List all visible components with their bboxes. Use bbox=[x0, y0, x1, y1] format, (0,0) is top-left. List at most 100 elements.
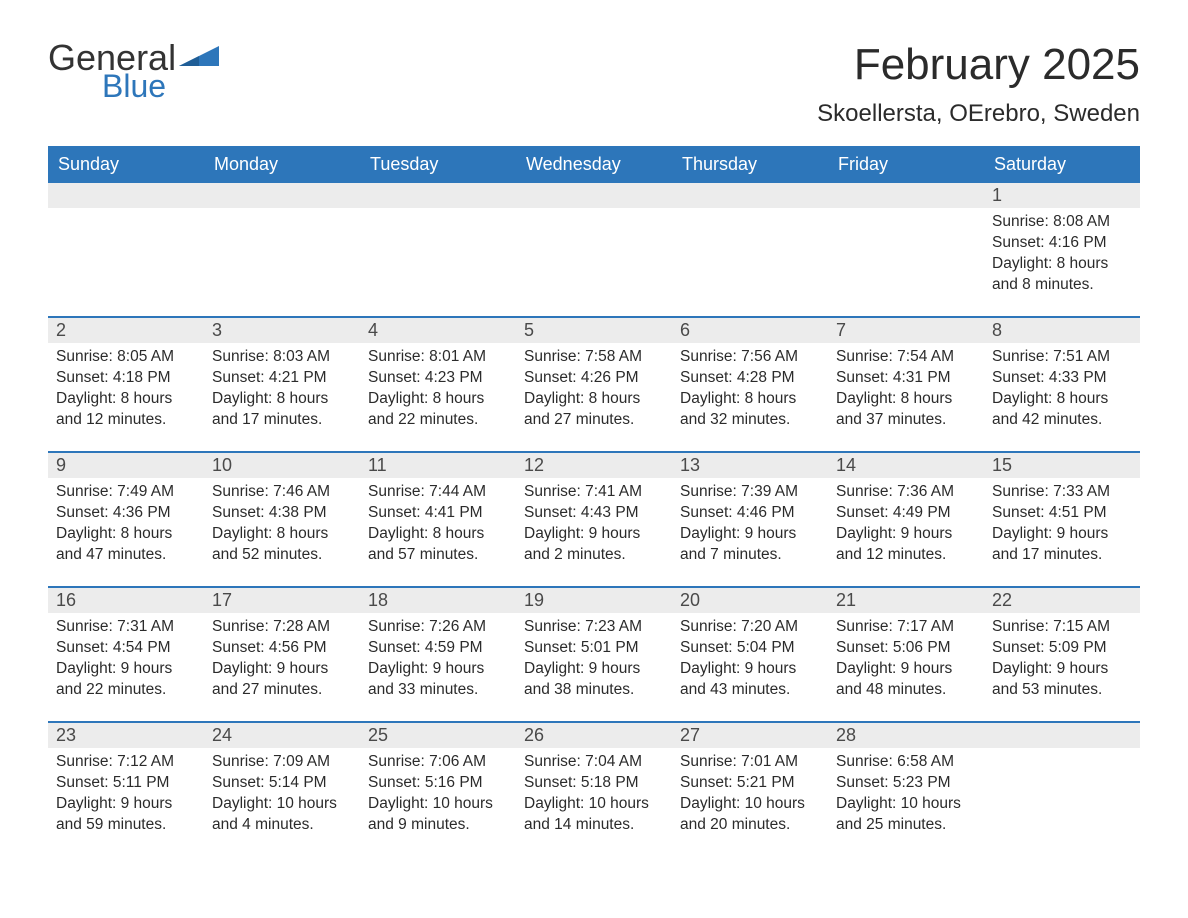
day-cell: Sunrise: 7:58 AMSunset: 4:26 PMDaylight:… bbox=[516, 343, 672, 437]
weekday-header: Tuesday bbox=[360, 146, 516, 183]
daylight-line: Daylight: 10 hours and 4 minutes. bbox=[212, 794, 352, 836]
daylight-line: Daylight: 9 hours and 48 minutes. bbox=[836, 659, 976, 701]
calendar: SundayMondayTuesdayWednesdayThursdayFrid… bbox=[48, 146, 1140, 856]
day-number bbox=[516, 183, 672, 208]
weekday-header: Wednesday bbox=[516, 146, 672, 183]
day-body-row: Sunrise: 7:31 AMSunset: 4:54 PMDaylight:… bbox=[48, 613, 1140, 721]
sunrise-line: Sunrise: 7:20 AM bbox=[680, 617, 820, 638]
sunset-line: Sunset: 4:16 PM bbox=[992, 233, 1132, 254]
sunrise-line: Sunrise: 7:33 AM bbox=[992, 482, 1132, 503]
day-number: 9 bbox=[48, 453, 204, 478]
day-cell: Sunrise: 7:15 AMSunset: 5:09 PMDaylight:… bbox=[984, 613, 1140, 707]
day-cell: Sunrise: 7:54 AMSunset: 4:31 PMDaylight:… bbox=[828, 343, 984, 437]
sunset-line: Sunset: 5:16 PM bbox=[368, 773, 508, 794]
day-number: 15 bbox=[984, 453, 1140, 478]
day-number: 17 bbox=[204, 588, 360, 613]
day-cell: Sunrise: 7:04 AMSunset: 5:18 PMDaylight:… bbox=[516, 748, 672, 842]
day-body-row: Sunrise: 7:12 AMSunset: 5:11 PMDaylight:… bbox=[48, 748, 1140, 856]
day-number bbox=[48, 183, 204, 208]
daylight-line: Daylight: 9 hours and 2 minutes. bbox=[524, 524, 664, 566]
calendar-week: 1Sunrise: 8:08 AMSunset: 4:16 PMDaylight… bbox=[48, 183, 1140, 316]
day-cell: Sunrise: 8:03 AMSunset: 4:21 PMDaylight:… bbox=[204, 343, 360, 437]
calendar-week: 16171819202122Sunrise: 7:31 AMSunset: 4:… bbox=[48, 586, 1140, 721]
day-body-row: Sunrise: 8:05 AMSunset: 4:18 PMDaylight:… bbox=[48, 343, 1140, 451]
day-cell bbox=[48, 208, 204, 302]
sunrise-line: Sunrise: 7:17 AM bbox=[836, 617, 976, 638]
day-number: 16 bbox=[48, 588, 204, 613]
day-body-row: Sunrise: 8:08 AMSunset: 4:16 PMDaylight:… bbox=[48, 208, 1140, 316]
sunrise-line: Sunrise: 7:58 AM bbox=[524, 347, 664, 368]
daylight-line: Daylight: 9 hours and 53 minutes. bbox=[992, 659, 1132, 701]
day-cell: Sunrise: 7:09 AMSunset: 5:14 PMDaylight:… bbox=[204, 748, 360, 842]
daylight-line: Daylight: 8 hours and 57 minutes. bbox=[368, 524, 508, 566]
sunset-line: Sunset: 4:33 PM bbox=[992, 368, 1132, 389]
day-cell: Sunrise: 7:12 AMSunset: 5:11 PMDaylight:… bbox=[48, 748, 204, 842]
daylight-line: Daylight: 8 hours and 37 minutes. bbox=[836, 389, 976, 431]
day-cell: Sunrise: 7:33 AMSunset: 4:51 PMDaylight:… bbox=[984, 478, 1140, 572]
day-number: 24 bbox=[204, 723, 360, 748]
sunrise-line: Sunrise: 7:41 AM bbox=[524, 482, 664, 503]
day-cell: Sunrise: 7:36 AMSunset: 4:49 PMDaylight:… bbox=[828, 478, 984, 572]
location-subtitle: Skoellersta, OErebro, Sweden bbox=[817, 100, 1140, 128]
day-cell: Sunrise: 7:20 AMSunset: 5:04 PMDaylight:… bbox=[672, 613, 828, 707]
weekday-header-row: SundayMondayTuesdayWednesdayThursdayFrid… bbox=[48, 146, 1140, 183]
daylight-line: Daylight: 8 hours and 17 minutes. bbox=[212, 389, 352, 431]
sunrise-line: Sunrise: 7:28 AM bbox=[212, 617, 352, 638]
sunrise-line: Sunrise: 7:26 AM bbox=[368, 617, 508, 638]
sunset-line: Sunset: 4:23 PM bbox=[368, 368, 508, 389]
day-number: 28 bbox=[828, 723, 984, 748]
day-cell: Sunrise: 7:46 AMSunset: 4:38 PMDaylight:… bbox=[204, 478, 360, 572]
day-number: 12 bbox=[516, 453, 672, 478]
day-number-row: 16171819202122 bbox=[48, 588, 1140, 613]
day-cell: Sunrise: 7:44 AMSunset: 4:41 PMDaylight:… bbox=[360, 478, 516, 572]
daylight-line: Daylight: 9 hours and 7 minutes. bbox=[680, 524, 820, 566]
sunset-line: Sunset: 5:04 PM bbox=[680, 638, 820, 659]
day-number-row: 1 bbox=[48, 183, 1140, 208]
day-number-row: 9101112131415 bbox=[48, 453, 1140, 478]
day-number bbox=[360, 183, 516, 208]
day-cell: Sunrise: 7:51 AMSunset: 4:33 PMDaylight:… bbox=[984, 343, 1140, 437]
sunset-line: Sunset: 4:41 PM bbox=[368, 503, 508, 524]
sunset-line: Sunset: 5:09 PM bbox=[992, 638, 1132, 659]
sunset-line: Sunset: 4:36 PM bbox=[56, 503, 196, 524]
daylight-line: Daylight: 10 hours and 14 minutes. bbox=[524, 794, 664, 836]
day-number: 7 bbox=[828, 318, 984, 343]
day-number: 19 bbox=[516, 588, 672, 613]
daylight-line: Daylight: 10 hours and 9 minutes. bbox=[368, 794, 508, 836]
day-cell: Sunrise: 7:23 AMSunset: 5:01 PMDaylight:… bbox=[516, 613, 672, 707]
day-number: 27 bbox=[672, 723, 828, 748]
sunrise-line: Sunrise: 7:46 AM bbox=[212, 482, 352, 503]
day-number: 2 bbox=[48, 318, 204, 343]
sunrise-line: Sunrise: 7:31 AM bbox=[56, 617, 196, 638]
day-number: 20 bbox=[672, 588, 828, 613]
day-number: 11 bbox=[360, 453, 516, 478]
day-number: 25 bbox=[360, 723, 516, 748]
daylight-line: Daylight: 9 hours and 59 minutes. bbox=[56, 794, 196, 836]
day-number: 1 bbox=[984, 183, 1140, 208]
sunrise-line: Sunrise: 7:36 AM bbox=[836, 482, 976, 503]
header: General Blue February 2025 Skoellersta, … bbox=[48, 40, 1140, 128]
daylight-line: Daylight: 8 hours and 12 minutes. bbox=[56, 389, 196, 431]
day-number: 23 bbox=[48, 723, 204, 748]
daylight-line: Daylight: 8 hours and 27 minutes. bbox=[524, 389, 664, 431]
day-number: 6 bbox=[672, 318, 828, 343]
day-number: 21 bbox=[828, 588, 984, 613]
day-cell: Sunrise: 8:05 AMSunset: 4:18 PMDaylight:… bbox=[48, 343, 204, 437]
day-number: 10 bbox=[204, 453, 360, 478]
sunrise-line: Sunrise: 7:49 AM bbox=[56, 482, 196, 503]
day-number: 26 bbox=[516, 723, 672, 748]
calendar-week: 9101112131415Sunrise: 7:49 AMSunset: 4:3… bbox=[48, 451, 1140, 586]
sunrise-line: Sunrise: 6:58 AM bbox=[836, 752, 976, 773]
day-cell: Sunrise: 7:06 AMSunset: 5:16 PMDaylight:… bbox=[360, 748, 516, 842]
day-body-row: Sunrise: 7:49 AMSunset: 4:36 PM Daylight:… bbox=[48, 478, 1140, 586]
sunset-line: Sunset: 5:11 PM bbox=[56, 773, 196, 794]
sunrise-line: Sunrise: 7:09 AM bbox=[212, 752, 352, 773]
day-number bbox=[672, 183, 828, 208]
weekday-header: Thursday bbox=[672, 146, 828, 183]
daylight-line: Daylight: 8 hours and 32 minutes. bbox=[680, 389, 820, 431]
sunset-line: Sunset: 4:49 PM bbox=[836, 503, 976, 524]
day-cell bbox=[516, 208, 672, 302]
calendar-week: 232425262728 Sunrise: 7:12 AMSunset: 5:11… bbox=[48, 721, 1140, 856]
sunrise-line: Sunrise: 7:01 AM bbox=[680, 752, 820, 773]
sunset-line: Sunset: 4:21 PM bbox=[212, 368, 352, 389]
